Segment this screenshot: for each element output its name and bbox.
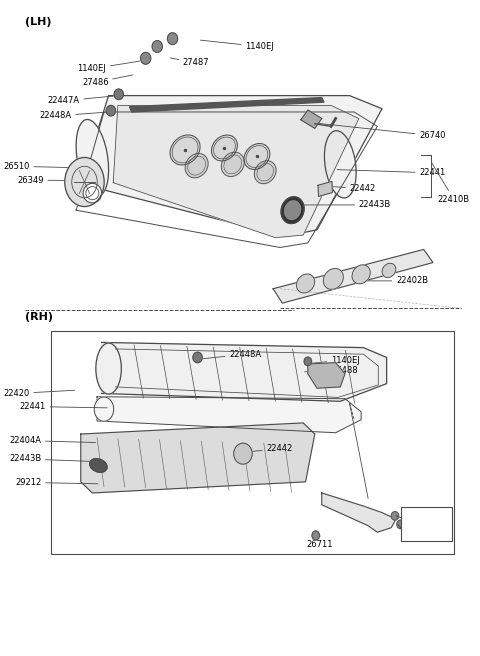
Polygon shape [113, 106, 359, 237]
Text: 26349: 26349 [17, 176, 84, 184]
Text: 22442: 22442 [245, 444, 292, 453]
Text: 1472AV: 1472AV [404, 524, 436, 533]
Text: 22441: 22441 [337, 169, 445, 177]
Ellipse shape [106, 106, 116, 116]
Text: 27486: 27486 [82, 75, 132, 87]
Text: 22448A: 22448A [198, 350, 261, 359]
Ellipse shape [96, 343, 121, 394]
Ellipse shape [254, 161, 276, 184]
Text: 22443B: 22443B [300, 201, 391, 209]
Polygon shape [81, 96, 382, 236]
Text: 22420: 22420 [3, 389, 75, 398]
Ellipse shape [90, 459, 107, 472]
Text: (RH): (RH) [25, 312, 53, 321]
Text: 22441: 22441 [20, 402, 107, 411]
Ellipse shape [114, 89, 123, 100]
Ellipse shape [152, 41, 162, 52]
Text: 1140EJ: 1140EJ [200, 40, 274, 51]
Text: 26510: 26510 [3, 162, 72, 171]
Ellipse shape [221, 152, 244, 176]
Text: 22443B: 22443B [9, 455, 93, 463]
Ellipse shape [297, 274, 315, 293]
Polygon shape [81, 423, 315, 493]
Ellipse shape [312, 531, 319, 540]
Ellipse shape [141, 52, 151, 64]
Text: 26740: 26740 [305, 122, 445, 140]
Text: 22402B: 22402B [360, 276, 428, 285]
Polygon shape [301, 110, 322, 129]
Polygon shape [97, 397, 361, 433]
Ellipse shape [304, 357, 312, 365]
Ellipse shape [324, 268, 343, 289]
Text: 1472AV: 1472AV [404, 514, 436, 522]
Text: 29212: 29212 [15, 478, 98, 487]
Ellipse shape [193, 352, 202, 363]
Ellipse shape [285, 201, 300, 220]
Ellipse shape [397, 520, 404, 529]
Polygon shape [102, 342, 386, 401]
Polygon shape [318, 181, 333, 196]
Bar [401, 506, 453, 541]
Text: 22404A: 22404A [10, 436, 96, 445]
Text: 26711: 26711 [306, 535, 333, 548]
Polygon shape [308, 363, 345, 388]
Polygon shape [322, 493, 396, 532]
Ellipse shape [391, 512, 399, 520]
Text: 27487: 27487 [170, 58, 209, 68]
Bar [51, 331, 454, 554]
Ellipse shape [244, 144, 270, 169]
Text: 22448A: 22448A [39, 112, 107, 121]
Text: 27488: 27488 [305, 366, 358, 375]
Text: 22410B: 22410B [432, 162, 470, 203]
Ellipse shape [170, 135, 200, 165]
Ellipse shape [212, 135, 238, 161]
Text: (LH): (LH) [25, 17, 52, 27]
Ellipse shape [352, 265, 370, 284]
Text: 22442: 22442 [323, 184, 376, 193]
Ellipse shape [76, 119, 108, 196]
Ellipse shape [83, 183, 102, 203]
Ellipse shape [168, 33, 178, 45]
Text: 1140EJ: 1140EJ [78, 61, 140, 73]
Ellipse shape [382, 263, 396, 277]
Ellipse shape [324, 131, 356, 198]
Text: 22447A: 22447A [48, 96, 117, 106]
Ellipse shape [234, 443, 252, 464]
Polygon shape [273, 249, 433, 303]
Ellipse shape [185, 154, 208, 178]
Text: 1140EJ: 1140EJ [305, 356, 360, 365]
Ellipse shape [65, 157, 104, 207]
Ellipse shape [94, 397, 114, 421]
Polygon shape [130, 98, 324, 112]
Ellipse shape [281, 197, 304, 224]
